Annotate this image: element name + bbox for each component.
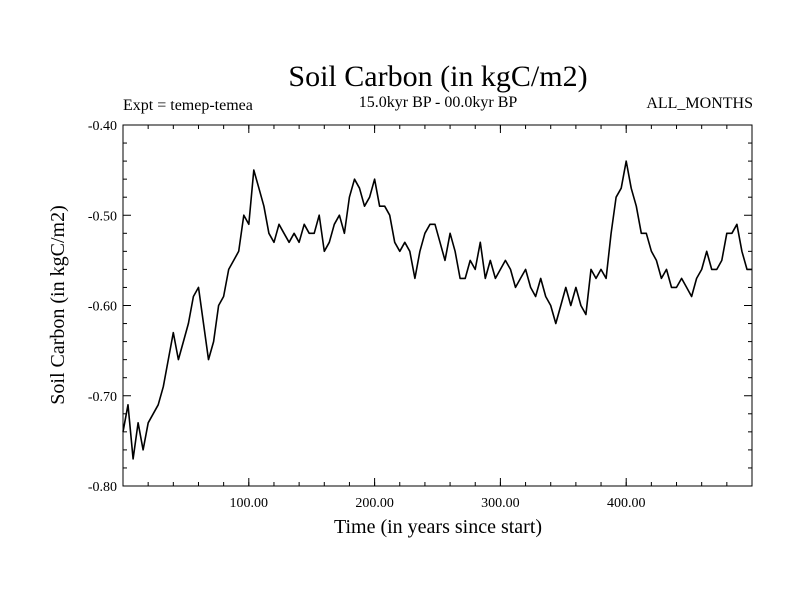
- months-label: ALL_MONTHS: [646, 95, 753, 112]
- axis-ticks: [123, 124, 752, 487]
- x-tick-label: 100.00: [230, 496, 269, 511]
- chart-subtitle: 15.0kyr BP - 00.0kyr BP: [359, 94, 518, 111]
- x-axis-label: Time (in years since start): [334, 516, 542, 538]
- x-tick-label: 400.00: [607, 496, 646, 511]
- x-tick-label: 200.00: [355, 496, 394, 511]
- y-tick-label: -0.80: [88, 480, 117, 495]
- x-tick-label: 300.00: [481, 496, 520, 511]
- tick-labels: 100.00 200.00 300.00 400.00 -0.80 -0.70 -0.60 -…: [88, 119, 646, 511]
- experiment-label: Expt = temep-temea: [123, 97, 253, 114]
- series-line-soil-carbon: [122, 160, 752, 460]
- plot-frame: [122, 124, 753, 487]
- y-tick-label: -0.70: [88, 390, 117, 405]
- y-tick-label: -0.60: [88, 300, 117, 315]
- y-tick-label: -0.50: [88, 209, 117, 224]
- y-tick-label: -0.40: [88, 119, 117, 134]
- chart-title: Soil Carbon (in kgC/m2): [288, 60, 587, 93]
- y-axis-label: Soil Carbon (in kgC/m2): [47, 205, 69, 404]
